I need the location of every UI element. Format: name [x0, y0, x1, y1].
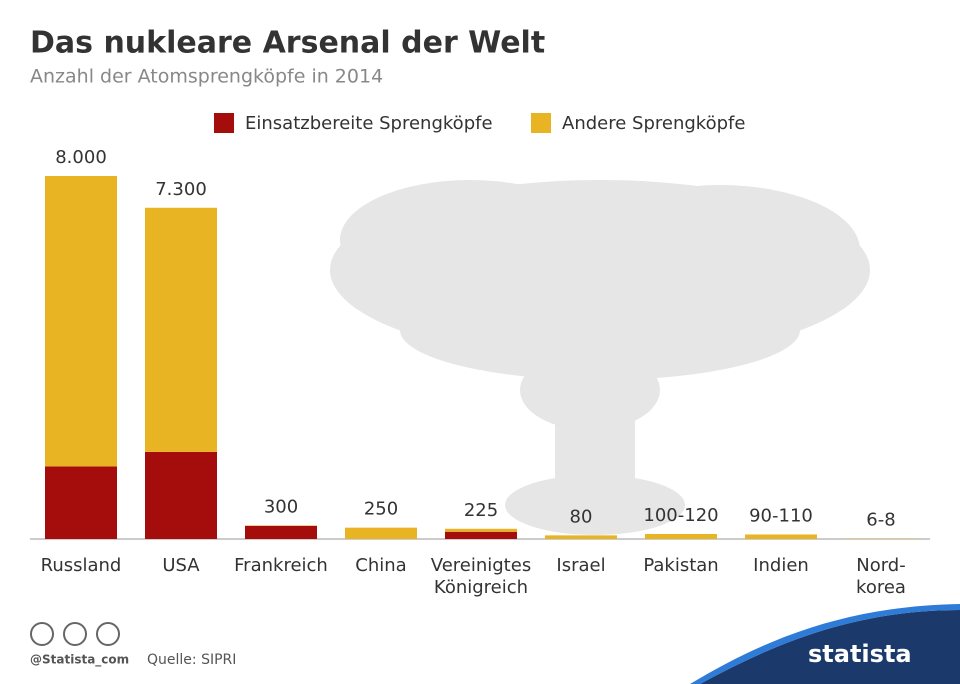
legend-swatch — [531, 113, 551, 133]
category-label: Pakistan — [643, 555, 719, 576]
bar-segment — [445, 528, 517, 532]
value-label: 6-8 — [866, 510, 895, 531]
brand-wave — [700, 610, 960, 684]
source: Quelle: SIPRI — [147, 652, 236, 668]
handle: @Statista_com — [30, 653, 129, 668]
bar-segment — [445, 531, 517, 539]
chart-subtitle: Anzahl der Atomsprengköpfe in 2014 — [30, 66, 383, 88]
bar-segment — [145, 451, 217, 539]
value-label: 100-120 — [643, 505, 718, 526]
bar-segment — [345, 527, 417, 539]
legend-swatch — [214, 113, 234, 133]
category-label: Nord- korea — [856, 555, 906, 598]
bar-segment — [745, 534, 817, 539]
category-label: Russland — [40, 555, 122, 576]
category-label: Indien — [753, 555, 809, 576]
bar-segment — [645, 534, 717, 539]
bar-segment — [145, 207, 217, 452]
bar-segment — [245, 525, 317, 539]
value-label: 300 — [264, 496, 298, 517]
value-label: 8.000 — [55, 147, 107, 168]
legend-label: Einsatzbereite Sprengköpfe — [245, 113, 493, 134]
value-label: 225 — [464, 500, 498, 521]
category-label: Israel — [556, 555, 606, 576]
category-label: Vereinigtes Königreich — [430, 555, 532, 598]
bar-segment — [45, 466, 117, 539]
cc-icons — [30, 622, 120, 646]
mushroom-cloud — [330, 180, 870, 535]
value-label: 250 — [364, 499, 398, 520]
bar-segment — [545, 535, 617, 539]
category-label: China — [355, 555, 407, 576]
brand: statista — [808, 640, 912, 668]
category-label: Frankreich — [234, 555, 328, 576]
value-label: 90-110 — [749, 505, 813, 526]
chart-title: Das nukleare Arsenal der Welt — [30, 26, 545, 61]
legend-label: Andere Sprengköpfe — [562, 113, 745, 134]
category-label: USA — [162, 555, 200, 576]
value-label: 80 — [570, 506, 593, 527]
value-label: 7.300 — [155, 179, 207, 200]
bar-segment — [45, 176, 117, 467]
